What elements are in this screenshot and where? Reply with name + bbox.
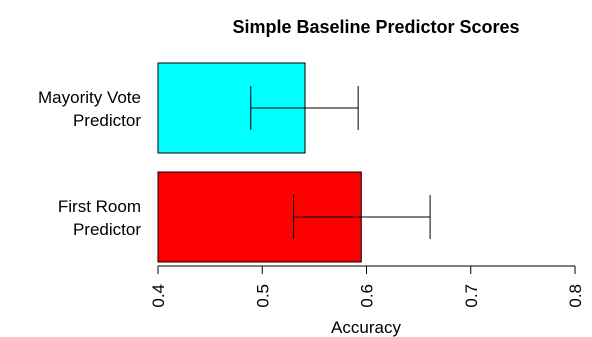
category-label: Mayority Vote [38, 88, 141, 107]
category-label: Predictor [73, 111, 141, 130]
bar-group: First Room Predictor [58, 171, 431, 263]
x-tick-label: 0.7 [462, 284, 481, 308]
category-label: First Room [58, 197, 141, 216]
plot-area: Mayority Vote Predictor First Room Predicto… [38, 62, 431, 263]
x-tick-label: 0.4 [149, 284, 168, 308]
x-axis-ticks: 0.4 0.5 0.6 0.7 0.8 [149, 266, 585, 308]
category-label: Predictor [73, 220, 141, 239]
x-tick-label: 0.5 [253, 284, 272, 308]
x-tick-label: 0.6 [358, 284, 377, 308]
x-axis-label: Accuracy [331, 318, 401, 337]
bar-group: Mayority Vote Predictor [38, 62, 359, 154]
x-tick-label: 0.8 [566, 284, 585, 308]
chart-title: Simple Baseline Predictor Scores [232, 17, 519, 37]
